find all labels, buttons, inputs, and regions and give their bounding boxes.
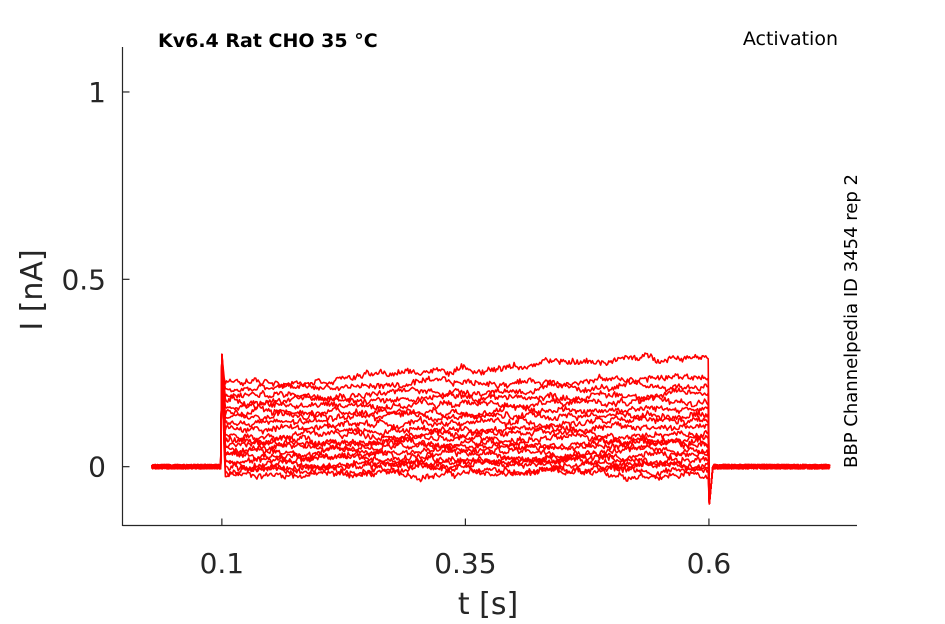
x-axis-title: t [s] [458,587,518,622]
trace-group [150,352,831,505]
channelpedia-annotation: BBP Channelpedia ID 3454 rep 2 [841,174,862,468]
y-tick-label: 0.5 [61,263,106,296]
x-tick-label: 0.6 [687,547,732,580]
current-trace [151,353,831,505]
chart-subtitle: Activation [743,28,838,50]
y-tick-label: 1 [88,76,106,109]
y-tick-label: 0 [88,451,106,484]
chart-title: Kv6.4 Rat CHO 35 °C [158,30,378,52]
current-trace [151,352,831,505]
x-ticks: 0.1 0.35 0.6 [200,518,732,580]
axes: 0.1 0.35 0.6 00.51 [61,47,857,580]
x-tick-label: 0.35 [434,547,496,580]
y-axis-title: I [nA] [15,249,50,330]
x-tick-label: 0.1 [200,547,245,580]
current-trace [151,353,831,505]
y-ticks: 00.51 [61,76,130,484]
